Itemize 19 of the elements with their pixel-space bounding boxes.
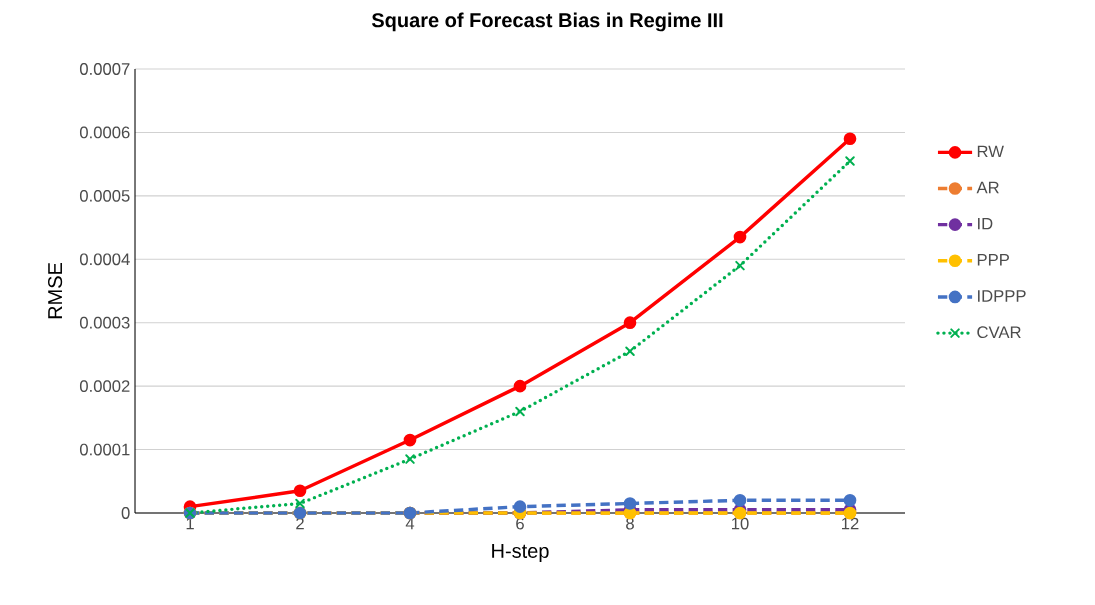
y-tick-label: 0.0001: [79, 443, 130, 456]
chart-title: Square of Forecast Bias in Regime III: [371, 12, 723, 32]
x-tick-label: 12: [842, 517, 859, 530]
legend-label: AR: [976, 181, 999, 194]
legend-label: CVAR: [977, 326, 1021, 339]
y-tick-label: 0: [121, 507, 130, 519]
y-tick-label: 0.0007: [79, 63, 130, 75]
legend-label: IDPPP: [978, 290, 1026, 302]
legend-label: ID: [978, 217, 993, 230]
legend-label: RW: [977, 145, 1004, 158]
x-tick-label: 10: [732, 517, 749, 530]
y-axis-title: RMSE: [48, 262, 63, 319]
y-tick-label: 0.0005: [79, 189, 130, 202]
y-tick-label: 0.0006: [79, 126, 130, 139]
y-tick-label: 0.0004: [79, 253, 130, 266]
legend-label: PPP: [977, 254, 1009, 266]
y-tick-label: 0.0003: [79, 316, 130, 329]
y-tick-label: 0.0002: [79, 380, 130, 393]
x-axis-title: H-step: [492, 543, 549, 562]
